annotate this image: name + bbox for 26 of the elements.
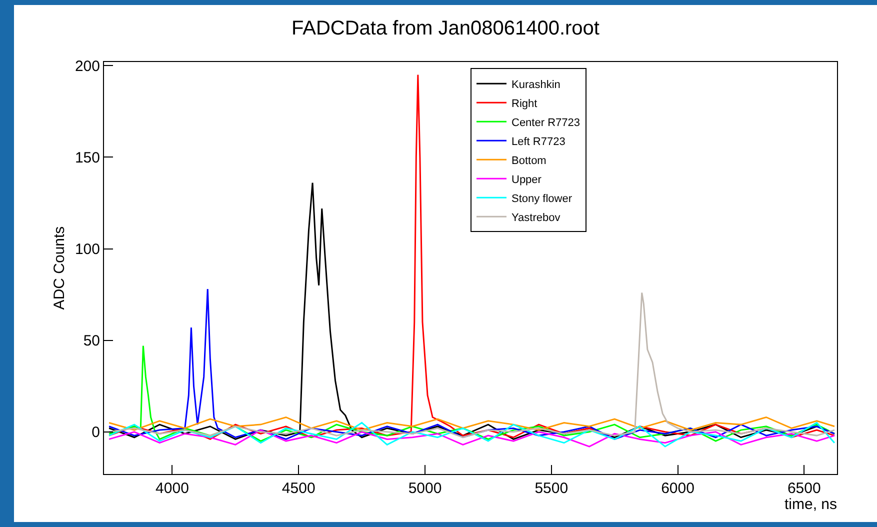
y-axis-title: ADC Counts [51, 226, 68, 310]
x-axis-title: time, ns [784, 496, 837, 513]
legend-label: Right [512, 98, 538, 110]
line-series [108, 345, 836, 442]
y-tick-label: 50 [83, 332, 100, 350]
x-tick-label: 6500 [787, 480, 821, 497]
y-tick-label: 150 [74, 149, 100, 166]
line-series [108, 416, 836, 431]
legend-label: Bottom [512, 154, 546, 167]
x-tick-label: 5500 [534, 480, 568, 497]
x-tick-label: 6000 [661, 480, 694, 497]
chart-title: FADCData from Jan08061400.root [292, 18, 600, 40]
line-series [108, 429, 836, 448]
x-tick-label: 5000 [408, 480, 442, 497]
legend-label: Upper [512, 174, 542, 186]
legend-label: Stony flower [512, 192, 572, 205]
x-tick-label: 4500 [282, 480, 316, 497]
line-series [108, 422, 836, 448]
x-tick-label: 4000 [156, 480, 189, 497]
legend-label: Yastrebov [512, 212, 561, 224]
y-tick-label: 0 [92, 424, 100, 442]
y-tick-label: 200 [74, 58, 100, 75]
legend-label: Left R7723 [512, 136, 566, 148]
y-tick-label: 100 [74, 241, 100, 258]
legend-label: Center R7723 [512, 116, 580, 129]
legend-label: Kurashkin [512, 78, 560, 91]
